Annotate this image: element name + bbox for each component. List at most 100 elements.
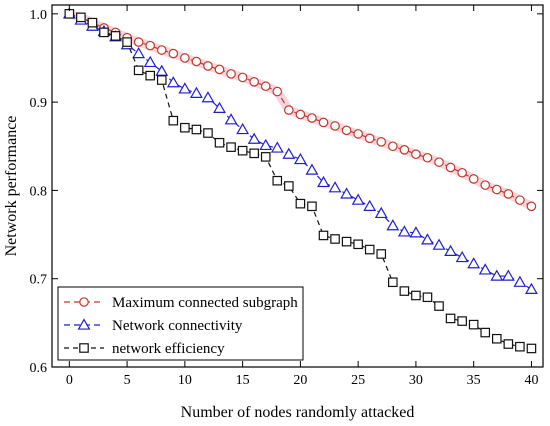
data-point — [99, 27, 109, 38]
data-point — [330, 121, 340, 131]
x-tick-label: 40 — [524, 373, 538, 388]
y-axis-title: Network performance — [3, 116, 20, 257]
data-point — [409, 226, 423, 238]
data-point — [526, 201, 537, 212]
data-point — [226, 142, 236, 152]
legend-marker — [79, 297, 89, 307]
data-point — [341, 236, 352, 247]
data-point — [295, 198, 306, 209]
data-point — [180, 53, 190, 63]
data-point — [467, 257, 481, 269]
data-point — [330, 234, 340, 244]
data-point — [156, 75, 167, 85]
legend-item: Maximum connected subgraph — [64, 295, 298, 311]
data-point — [307, 201, 317, 212]
data-point — [526, 343, 537, 354]
data-point — [201, 91, 215, 103]
data-point — [432, 238, 446, 250]
data-point — [480, 327, 491, 338]
data-point — [444, 244, 458, 256]
data-point — [341, 125, 352, 136]
data-point — [305, 163, 319, 175]
data-point — [318, 230, 329, 241]
data-point — [249, 77, 259, 87]
x-tick-label: 20 — [293, 373, 307, 388]
data-point — [237, 145, 248, 156]
x-axis-title: Number of nodes randomly attacked — [181, 404, 415, 421]
legend-label: network efficiency — [112, 341, 225, 357]
data-point — [191, 124, 202, 135]
data-point — [76, 12, 86, 23]
data-point — [399, 145, 410, 155]
legend-box — [57, 286, 304, 361]
y-tick-label: 1.0 — [30, 8, 48, 23]
series-layer — [62, 7, 538, 354]
data-point — [156, 45, 167, 55]
x-tick-label: 15 — [236, 373, 250, 388]
x-tick-label: 10 — [178, 373, 192, 388]
data-point — [168, 115, 179, 126]
data-point — [422, 152, 433, 163]
data-point — [143, 55, 157, 68]
data-point — [178, 82, 192, 94]
x-tick-label: 0 — [66, 373, 73, 388]
data-point — [224, 113, 238, 125]
data-point — [284, 181, 294, 191]
data-point — [468, 319, 479, 330]
y-tick-label: 0.6 — [30, 361, 48, 376]
data-point — [226, 69, 236, 79]
data-point — [214, 137, 225, 148]
data-point — [272, 86, 283, 97]
data-point — [122, 37, 132, 47]
series-triangle — [62, 7, 538, 294]
data-point — [490, 269, 504, 281]
data-point — [145, 70, 155, 81]
data-point — [272, 175, 283, 186]
data-point — [411, 149, 421, 160]
legend-marker — [77, 318, 91, 330]
data-point — [376, 137, 387, 147]
data-point — [455, 250, 469, 263]
legend-item: network efficiency — [64, 341, 225, 357]
data-point — [293, 152, 307, 165]
data-point — [457, 316, 467, 326]
data-point — [515, 341, 525, 352]
data-point — [525, 282, 538, 294]
plot-frame — [51, 4, 544, 368]
data-point — [515, 195, 525, 205]
data-point — [421, 233, 434, 245]
data-point — [145, 40, 155, 51]
data-point — [132, 46, 146, 59]
data-point — [513, 275, 527, 287]
data-point — [249, 148, 259, 159]
data-point — [388, 141, 398, 152]
series-circle — [64, 9, 537, 212]
data-point — [133, 65, 144, 76]
data-point — [328, 181, 342, 193]
data-point — [364, 133, 375, 144]
data-point — [434, 301, 444, 311]
data-point — [422, 292, 433, 303]
data-point — [213, 101, 226, 113]
data-point — [399, 286, 410, 296]
data-point — [351, 193, 365, 205]
ticks-layer: 0 5 10 15 20 25 30 35 40 0.6 0.7 0.8 0.9 1.0 — [30, 5, 543, 388]
data-point — [180, 122, 190, 133]
y-tick-label: 0.7 — [30, 273, 48, 288]
data-point — [480, 180, 491, 190]
data-point — [503, 339, 514, 349]
legend-marker — [79, 343, 89, 353]
data-point — [284, 105, 294, 115]
y-tick-label: 0.9 — [30, 96, 48, 111]
data-point — [364, 244, 375, 255]
data-point — [260, 152, 271, 162]
data-point — [318, 117, 329, 128]
data-point — [87, 17, 98, 28]
data-point — [133, 37, 144, 47]
data-point — [445, 313, 456, 324]
data-point — [203, 61, 213, 71]
data-point — [282, 147, 296, 159]
data-point — [214, 64, 225, 75]
series-square — [64, 9, 537, 354]
